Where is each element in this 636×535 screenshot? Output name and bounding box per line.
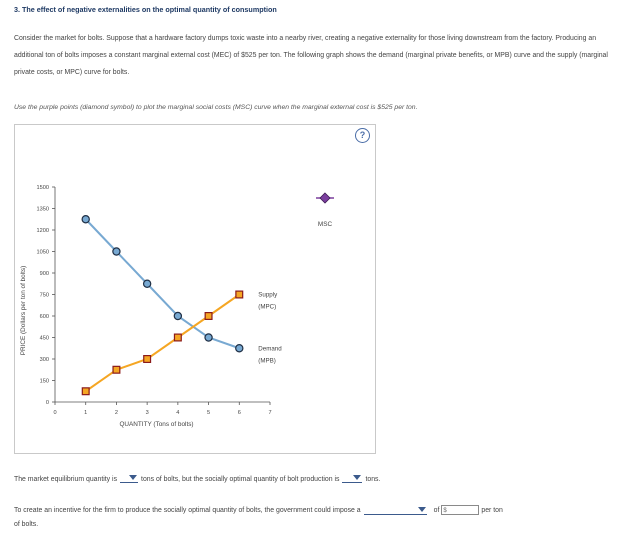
chevron-down-icon — [129, 475, 138, 480]
optimal-quantity-dropdown[interactable] — [342, 473, 363, 483]
x-tick-label: 1 — [84, 410, 87, 416]
x-axis-label: QUANTITY (Tons of bolts) — [119, 421, 193, 428]
demand-label: Demand — [258, 345, 282, 352]
question-equilibrium: The market equilibrium quantity is tons o… — [14, 473, 380, 483]
policy-amount-input[interactable]: $ — [441, 505, 480, 515]
q3-text: of bolts. — [14, 521, 39, 528]
policy-type-dropdown[interactable] — [363, 505, 427, 515]
demand-point — [81, 215, 90, 224]
q2-of: of — [433, 506, 440, 514]
supply-label-sub: (MPC) — [258, 304, 276, 311]
y-tick-label: 1500 — [37, 185, 49, 191]
supply-label: Supply — [258, 292, 278, 299]
demand-point — [235, 344, 244, 353]
msc-diamond-icon[interactable] — [319, 192, 331, 204]
demand-line — [84, 218, 240, 350]
y-tick-label: 750 — [40, 293, 49, 299]
y-tick-label: 1350 — [37, 207, 49, 213]
q2-suffix: per ton — [481, 506, 503, 514]
intro-paragraph: Consider the market for bolts. Suppose t… — [14, 35, 608, 76]
x-tick-label: 4 — [176, 410, 179, 416]
help-icon[interactable]: ? — [355, 128, 370, 143]
demand-point — [173, 311, 183, 321]
instruction-text: Use the purple points (diamond symbol) t… — [14, 104, 418, 111]
y-tick-label: 0 — [46, 400, 49, 406]
x-tick-label: 6 — [238, 410, 241, 416]
q1-suffix: tons. — [365, 476, 381, 483]
supply-line — [85, 293, 240, 393]
msc-palette-label: MSC — [318, 221, 333, 228]
demand-label-sub: (MPB) — [258, 357, 276, 364]
y-tick-label: 1050 — [37, 250, 49, 256]
market-quantity-dropdown[interactable] — [120, 473, 139, 483]
chevron-down-icon — [417, 507, 426, 512]
y-tick-label: 300 — [40, 357, 49, 363]
demand-point — [142, 279, 152, 288]
demand-point — [112, 247, 121, 256]
x-tick-label: 2 — [115, 410, 118, 416]
supply-point — [204, 312, 213, 321]
q1-middle: tons of bolts, but the socially optimal … — [141, 476, 340, 483]
chart-svg[interactable]: 0 150 300 450 600 750 900 1050 1200 1350 1500 0 1 2 3 4… — [15, 125, 375, 453]
x-tick-label: 3 — [146, 410, 149, 416]
supply-point — [235, 290, 244, 299]
question-policy: To create an incentive for the firm to p… — [14, 505, 503, 515]
supply-point — [81, 387, 90, 396]
x-tick-label: 5 — [207, 410, 210, 416]
supply-point — [143, 355, 152, 364]
y-tick-label: 900 — [40, 271, 49, 277]
dollar-sign: $ — [443, 508, 447, 514]
x-tick-label: 0 — [53, 410, 56, 416]
y-tick-label: 450 — [40, 336, 49, 342]
y-tick-label: 600 — [40, 314, 49, 320]
y-axis-label: PRICE (Dollars per ton of bolts) — [20, 266, 27, 356]
q2-prefix: To create an incentive for the firm to p… — [14, 506, 361, 514]
demand-point — [204, 333, 213, 342]
x-tick-label: 7 — [268, 410, 271, 416]
q1-prefix: The market equilibrium quantity is — [14, 476, 118, 483]
graph-panel[interactable]: ? 0 150 300 450 600 750 900 1050 1200 1350 1500 0 1 2… — [14, 124, 376, 454]
y-tick-label: 1200 — [37, 228, 49, 234]
supply-point — [173, 333, 182, 342]
supply-point — [112, 365, 121, 374]
chevron-down-icon — [353, 475, 362, 480]
question-heading: 3. The effect of negative externalities … — [14, 5, 277, 14]
y-tick-label: 150 — [40, 379, 49, 385]
